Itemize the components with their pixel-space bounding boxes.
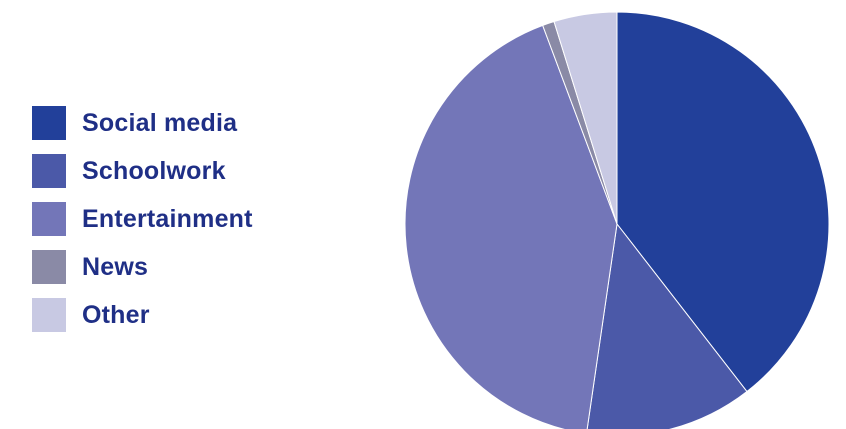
chart-legend: Social media Schoolwork Entertainment Ne…	[32, 99, 253, 339]
legend-item-social-media: Social media	[32, 99, 253, 147]
legend-item-schoolwork: Schoolwork	[32, 147, 253, 195]
legend-label-entertainment: Entertainment	[82, 204, 253, 233]
legend-label-other: Other	[82, 300, 150, 329]
legend-swatch-other	[32, 298, 66, 332]
legend-label-news: News	[82, 252, 149, 281]
pie-slice-other	[553, 11, 618, 225]
legend-swatch-schoolwork	[32, 154, 66, 188]
legend-swatch-entertainment	[32, 202, 66, 236]
pie-slice-social-media	[616, 11, 830, 393]
legend-swatch-news	[32, 250, 66, 284]
legend-item-other: Other	[32, 291, 253, 339]
pie-slice-entertainment	[404, 24, 618, 429]
legend-item-entertainment: Entertainment	[32, 195, 253, 243]
legend-swatch-social-media	[32, 106, 66, 140]
legend-item-news: News	[32, 243, 253, 291]
legend-label-social-media: Social media	[82, 108, 238, 137]
legend-label-schoolwork: Schoolwork	[82, 156, 226, 185]
